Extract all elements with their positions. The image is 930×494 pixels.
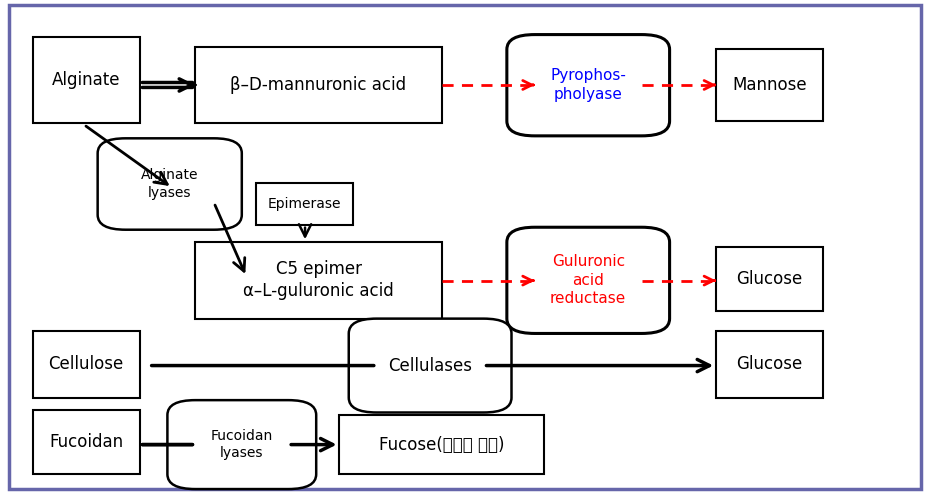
- Text: Alginate: Alginate: [52, 71, 120, 89]
- FancyBboxPatch shape: [256, 183, 353, 225]
- FancyBboxPatch shape: [33, 331, 140, 398]
- FancyBboxPatch shape: [9, 5, 921, 489]
- FancyBboxPatch shape: [195, 242, 442, 319]
- FancyBboxPatch shape: [716, 247, 823, 311]
- FancyBboxPatch shape: [507, 227, 670, 333]
- Text: Glucose: Glucose: [737, 270, 803, 288]
- FancyBboxPatch shape: [167, 400, 316, 489]
- FancyBboxPatch shape: [716, 49, 823, 121]
- FancyBboxPatch shape: [33, 37, 140, 123]
- FancyBboxPatch shape: [98, 138, 242, 230]
- Text: Fucoidan: Fucoidan: [49, 433, 123, 451]
- Text: Fucoidan
lyases: Fucoidan lyases: [211, 429, 272, 460]
- FancyBboxPatch shape: [716, 331, 823, 398]
- Text: Pyrophos-
pholyase: Pyrophos- pholyase: [551, 68, 626, 102]
- FancyBboxPatch shape: [33, 410, 140, 474]
- Text: Cellulases: Cellulases: [388, 357, 472, 374]
- Text: Guluronic
acid
reductase: Guluronic acid reductase: [551, 254, 626, 306]
- Text: Mannose: Mannose: [732, 76, 807, 94]
- Text: β–D-mannuronic acid: β–D-mannuronic acid: [231, 76, 406, 94]
- FancyBboxPatch shape: [507, 35, 670, 136]
- FancyBboxPatch shape: [195, 47, 442, 124]
- Text: Epimerase: Epimerase: [268, 197, 341, 211]
- Text: Glucose: Glucose: [737, 355, 803, 373]
- Text: Alginate
lyases: Alginate lyases: [141, 168, 198, 200]
- FancyBboxPatch shape: [349, 319, 512, 412]
- FancyBboxPatch shape: [339, 415, 544, 474]
- Text: Cellulose: Cellulose: [48, 355, 124, 373]
- Text: C5 epimer
α–L-guluronic acid: C5 epimer α–L-guluronic acid: [243, 260, 394, 300]
- Text: Fucose(기능성 식품): Fucose(기능성 식품): [379, 436, 504, 453]
